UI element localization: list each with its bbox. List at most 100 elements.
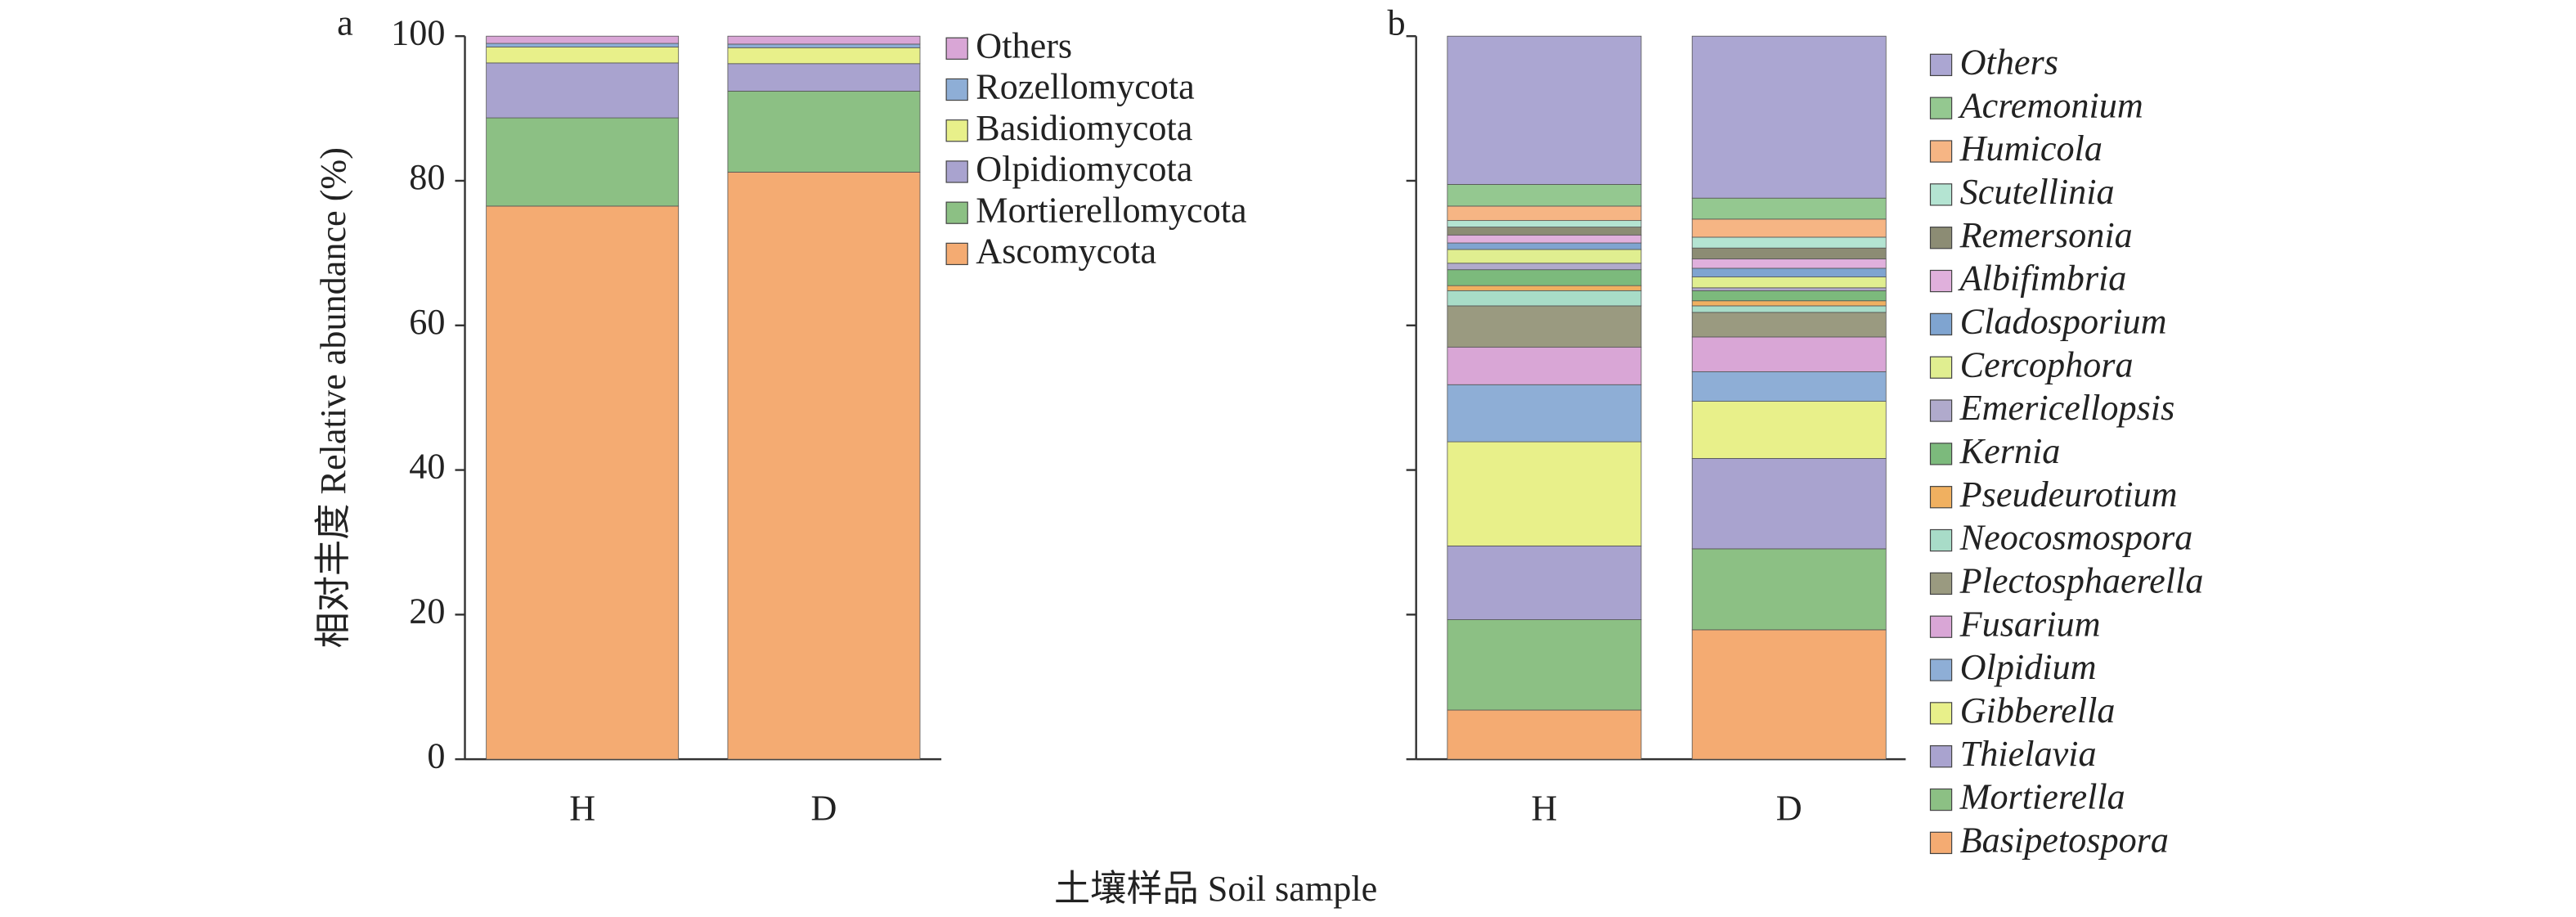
bar-segment [727, 63, 921, 92]
bar-segment [1691, 371, 1887, 402]
bar-segment [1691, 548, 1887, 631]
bar-segment [1447, 305, 1642, 348]
bar-segment [1691, 287, 1887, 291]
bar-segment [1447, 441, 1642, 546]
legend-swatch [945, 78, 968, 101]
legend-label: Mortierella [1959, 777, 2125, 817]
bar-segment [486, 35, 680, 44]
legend-label: Plectosphaerella [1959, 561, 2204, 601]
legend-label: Pseudeurotium [1959, 474, 2178, 515]
x-tick-label: H [569, 789, 595, 829]
legend-label: Gibberella [1960, 690, 2116, 730]
bar-segment [727, 35, 921, 45]
bar-segment [1447, 263, 1642, 271]
bar-segment [1447, 227, 1642, 236]
legend-swatch [1929, 312, 1953, 336]
legend-label: Kernia [1959, 431, 2061, 471]
x-tick-label: D [811, 789, 837, 829]
bar-segment [486, 117, 680, 207]
y-tick-label: 100 [391, 12, 445, 52]
legend-swatch [945, 160, 968, 183]
legend-label: Neocosmospora [1959, 518, 2193, 558]
y-axis-label: 相对丰度 Relative abundance (%) [313, 147, 353, 648]
bar-segment [1691, 401, 1887, 459]
legend-swatch [1929, 183, 1953, 206]
y-tick-label: 60 [409, 302, 445, 342]
legend-swatch [1929, 788, 1953, 811]
legend-swatch [1929, 140, 1953, 163]
legend-swatch [1929, 53, 1953, 77]
legend-label: Others [1960, 43, 2058, 83]
legend-label: Remersonia [1959, 215, 2133, 255]
legend-label: Scutellinia [1960, 172, 2115, 212]
legend-label: Cladosporium [1960, 302, 2167, 342]
legend-label: Mortierellomycota [976, 190, 1247, 230]
bar-segment [1691, 300, 1887, 307]
legend-label: Albifimbria [1958, 258, 2127, 299]
x-axis-label: 土壤样品 Soil sample [1054, 869, 1377, 909]
bar-segment [1447, 384, 1642, 443]
bar-segment [727, 47, 921, 65]
bar-segment [1691, 276, 1887, 289]
legend-label: Others [976, 25, 1072, 65]
bar-segment [1691, 267, 1887, 277]
legend-swatch [1929, 702, 1953, 725]
bar-segment [486, 205, 680, 760]
legend-swatch [1929, 443, 1953, 465]
bar-segment [727, 171, 921, 760]
bar-segment [1447, 346, 1642, 385]
legend-label: Fusarium [1959, 604, 2101, 644]
legend-swatch [1929, 659, 1953, 681]
legend-swatch [1929, 269, 1953, 293]
bar-segment [1447, 220, 1642, 227]
bar-segment [1691, 336, 1887, 372]
bar-segment [1691, 290, 1887, 302]
legend-swatch [945, 119, 968, 142]
legend-label: Olpidium [1960, 647, 2097, 687]
bar-segment [1447, 35, 1642, 185]
legend-label: Ascomycota [976, 231, 1156, 272]
bar-segment [1691, 629, 1887, 760]
legend-swatch [1929, 399, 1953, 422]
bar-segment [1447, 249, 1642, 264]
legend-swatch [1929, 745, 1953, 768]
bar-segment [1447, 545, 1642, 620]
legend-swatch [1929, 572, 1953, 596]
bar-segment [1447, 205, 1642, 222]
bar-segment [727, 90, 921, 173]
bar-segment [486, 43, 680, 47]
bar-segment [1691, 312, 1887, 338]
legend-label: Emericellopsis [1959, 388, 2175, 428]
legend-swatch [1929, 831, 1953, 855]
bar-segment [486, 62, 680, 119]
legend-label: Olpidiomycota [976, 149, 1192, 189]
bar-segment [1447, 285, 1642, 291]
y-tick-label: 20 [409, 591, 445, 631]
legend-swatch [945, 37, 968, 60]
bar-segment [1447, 619, 1642, 711]
legend-label: Thielavia [1960, 734, 2097, 774]
bar-segment [1447, 234, 1642, 244]
panel-label: a [337, 2, 353, 43]
legend-swatch [1929, 528, 1953, 552]
bar-segment [1691, 258, 1887, 269]
bar-segment [1691, 197, 1887, 220]
bar-segment [1691, 236, 1887, 249]
y-tick-label: 0 [427, 735, 445, 775]
legend-swatch [1929, 97, 1953, 119]
legend-label: Rozellomycota [976, 67, 1195, 107]
legend-label: Cercophora [1960, 344, 2134, 384]
bar-segment [1447, 269, 1642, 286]
legend-swatch [945, 201, 968, 224]
bar-segment [1691, 458, 1887, 550]
legend-label: Basidiomycota [976, 108, 1192, 148]
bar-segment [1691, 35, 1887, 199]
x-tick-label: D [1776, 789, 1802, 829]
legend-swatch [1929, 356, 1953, 379]
bar-segment [1691, 305, 1887, 313]
y-tick-label: 40 [409, 447, 445, 487]
bar-segment [1447, 709, 1642, 760]
legend-swatch [945, 242, 968, 266]
bar-segment [1447, 242, 1642, 250]
